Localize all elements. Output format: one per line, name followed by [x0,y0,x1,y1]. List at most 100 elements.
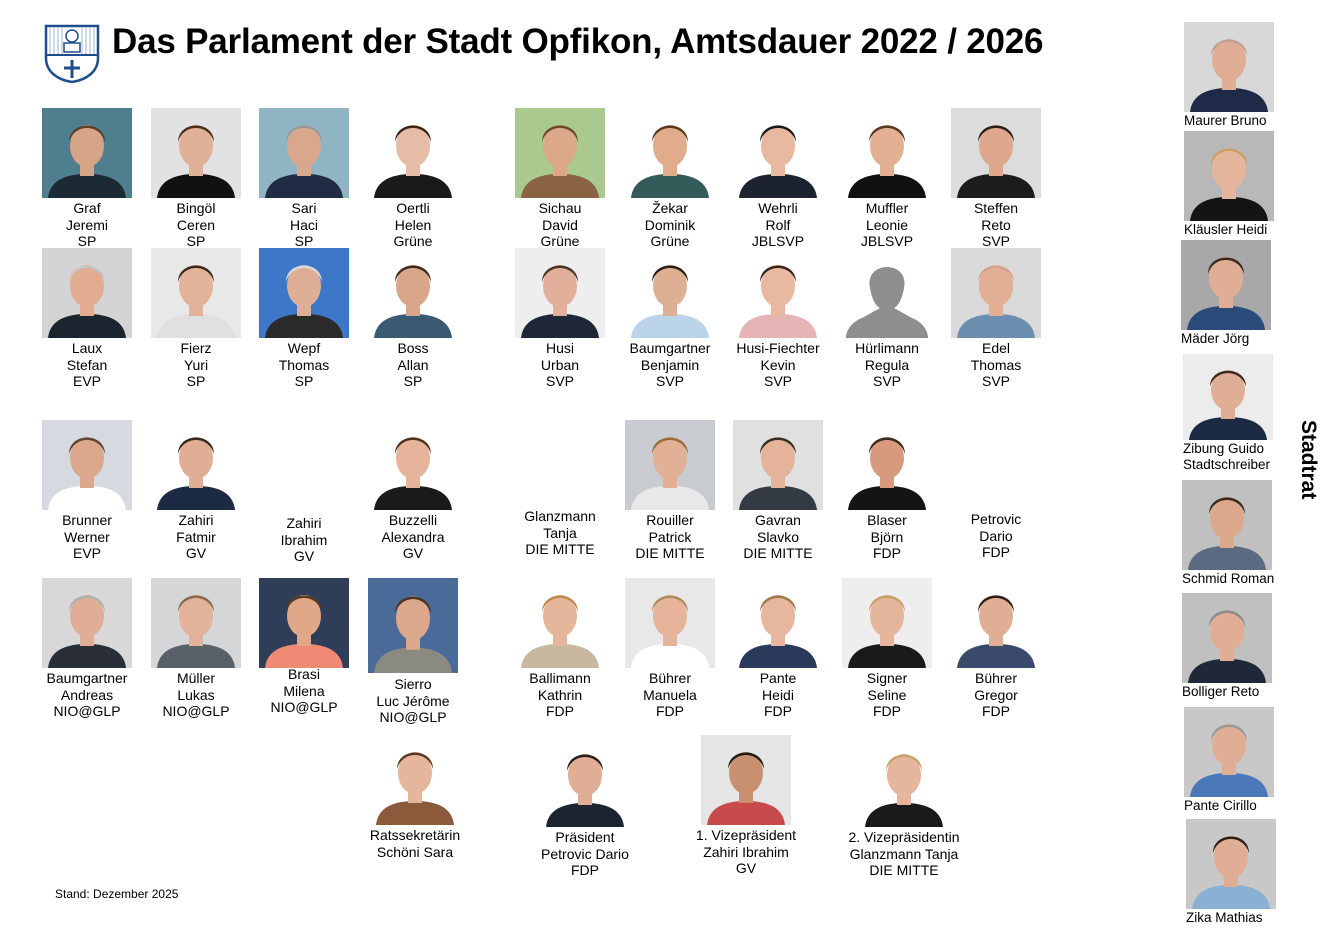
member-party: Grüne [650,233,690,249]
portrait-photo [151,420,241,510]
member-last-name: Bingöl [176,200,216,216]
portrait-photo [859,737,949,827]
member-photo [1183,354,1273,440]
member-last-name: Oertli [396,200,430,216]
member-photo [1182,480,1272,570]
member-photo [733,248,823,338]
member-last-name: Sichau [538,200,582,216]
member-photo [368,578,458,673]
portrait-photo [42,420,132,510]
member-card: Boss Allan SP [358,248,468,390]
portrait-photo [842,578,932,668]
member-last-name: Wepf [287,340,321,356]
member-card: Wepf Thomas SP [249,248,359,390]
stadtrat-label: Stadtrat [1297,420,1320,500]
portrait-photo [151,578,241,668]
member-last-name: Laux [71,340,103,356]
portrait-photo [515,248,605,338]
member-last-name: Pante [759,670,797,686]
stadtrat-member: Pante Cirillo [1184,707,1284,814]
portrait-photo [259,108,349,198]
presidium-role: 1. Vizepräsident [695,827,797,843]
presidium-card: Ratssekretärin Schöni Sara [360,735,490,860]
member-first-name: Thomas [970,356,1022,373]
member-last-name: Fierz [180,340,212,356]
member-party: FDP [873,703,901,719]
portrait-photo [625,248,715,338]
member-card: Husi Urban SVP [505,248,615,390]
member-party: SP [186,233,206,249]
member-last-name: Wehrli [758,200,798,216]
member-photo [42,248,132,338]
member-last-name: Signer [866,670,908,686]
stadtrat-member: Kläusler Heidi [1184,131,1284,238]
member-photo [842,578,932,668]
portrait-photo [151,248,241,338]
member-photo [151,578,241,668]
member-card: Blaser Björn FDP [832,420,942,562]
member-first-name: Benjamin [640,356,700,373]
member-last-name: Zahiri [286,515,322,531]
member-card: Bührer Gregor FDP [941,578,1051,720]
member-photo [42,420,132,510]
presidium-party: GV [735,860,757,876]
presidium-name: Schöni Sara [376,843,454,860]
member-last-name: Edel [981,340,1011,356]
portrait-photo [733,248,823,338]
member-card: Laux Stefan EVP [32,248,142,390]
member-last-name: Boss [397,340,429,356]
portrait-photo [733,578,823,668]
member-photo [368,248,458,338]
portrait-photo [368,248,458,338]
member-first-name: Allan [397,356,429,373]
member-photo [370,735,460,825]
stadtrat-name: Zibung Guido [1183,441,1265,456]
portrait-photo [1184,707,1274,797]
portrait-photo [259,248,349,338]
member-photo [42,108,132,198]
member-last-name: Bührer [974,670,1018,686]
member-card: Graf Jeremi SP [32,108,142,250]
member-card: Wehrli Rolf JBLSVP [723,108,833,250]
portrait-photo [515,578,605,668]
member-photo [259,578,349,668]
member-last-name: Husi-Fiechter [736,340,820,356]
member-first-name: Urban [540,356,580,373]
portrait-photo [540,737,630,827]
portrait-photo [701,735,791,825]
member-last-name: Sierro [394,676,432,692]
member-last-name: Rouiller [646,512,694,528]
portrait-photo [1183,354,1273,440]
portrait-photo [1181,240,1271,330]
portrait-photo [370,735,460,825]
stadtrat-member: Bolliger Reto [1182,593,1282,700]
member-party: SP [77,233,97,249]
stadtrat-name: Maurer Bruno [1184,113,1267,128]
member-first-name: Ceren [176,216,216,233]
member-card: Sari Haci SP [249,108,359,250]
member-card: Oertli Helen Grüne [358,108,468,250]
portrait-photo [1184,131,1274,221]
member-first-name: Helen [394,216,432,233]
member-party: NIO@GLP [53,703,121,719]
member-photo [625,248,715,338]
member-photo [515,578,605,668]
member-card: Baumgartner Andreas NIO@GLP [32,578,142,720]
stadtrat-member: Mäder Jörg [1181,240,1281,347]
member-photo [368,420,458,510]
member-first-name: Alexandra [381,528,445,545]
member-last-name: Brunner [62,512,112,528]
portrait-photo [42,108,132,198]
member-card: Sierro Luc Jérôme NIO@GLP [358,578,468,726]
member-first-name: Reto [981,216,1011,233]
portrait-photo [259,578,349,668]
member-party: FDP [656,703,684,719]
presidium-role: Präsident [555,829,615,845]
portrait-photo [42,248,132,338]
member-party: DIE MITTE [743,545,813,561]
member-party: FDP [982,544,1010,560]
member-last-name: Žekar [652,200,688,216]
portrait-photo [1186,819,1276,909]
member-last-name: Steffen [973,200,1019,216]
portrait-photo [951,248,1041,338]
